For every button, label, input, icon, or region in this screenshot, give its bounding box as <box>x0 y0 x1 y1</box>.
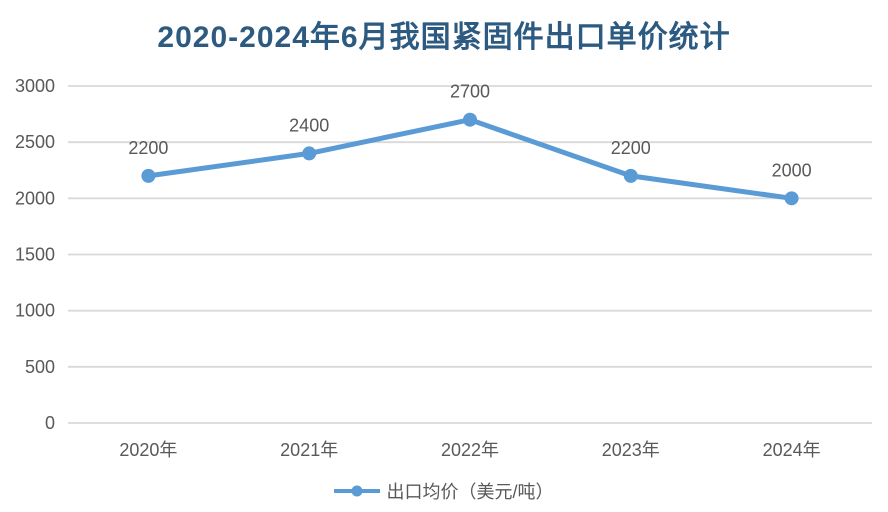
x-tick-label: 2023年 <box>602 440 660 460</box>
x-tick-label: 2021年 <box>280 440 338 460</box>
x-tick-label: 2020年 <box>119 440 177 460</box>
y-tick-label: 500 <box>25 357 55 377</box>
y-tick-label: 1500 <box>15 245 55 265</box>
data-point <box>784 191 799 206</box>
data-point <box>463 112 477 127</box>
data-point-label: 2700 <box>450 82 490 102</box>
y-tick-label: 2500 <box>15 132 55 152</box>
data-point-label: 2000 <box>772 160 812 180</box>
series-line <box>145 117 795 201</box>
data-point <box>141 168 156 183</box>
y-tick-label: 0 <box>45 413 55 433</box>
chart-title: 2020-2024年6月我国紧固件出口单价统计 <box>157 21 731 54</box>
data-point-label: 2200 <box>611 138 651 158</box>
data-point-label: 2200 <box>128 138 168 158</box>
data-point-label: 2400 <box>289 115 329 135</box>
x-tick-label: 2024年 <box>763 440 821 460</box>
legend-line-marker-icon <box>334 485 381 497</box>
data-point <box>623 168 638 183</box>
y-tick-label: 3000 <box>15 76 55 96</box>
legend: 出口均价（美元/吨） <box>0 478 888 504</box>
x-tick-label: 2022年 <box>441 440 499 460</box>
y-tick-label: 2000 <box>15 188 55 208</box>
data-point <box>302 146 317 161</box>
y-tick-label: 1000 <box>15 301 55 321</box>
legend-label: 出口均价（美元/吨） <box>386 482 554 502</box>
